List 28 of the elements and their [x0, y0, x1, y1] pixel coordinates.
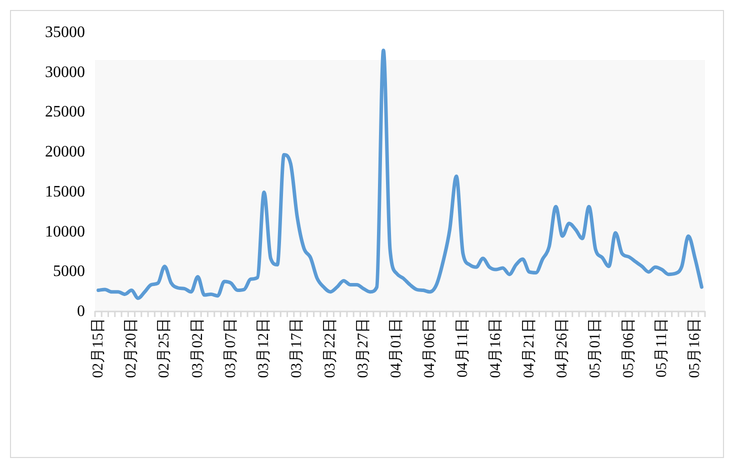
x-tick-label: 02月15日: [90, 318, 106, 378]
y-tick-label: 5000: [53, 263, 85, 280]
x-tick-label: 02月20日: [123, 318, 140, 378]
y-tick-label: 0: [77, 303, 85, 320]
x-tick-label: 04月16日: [488, 318, 504, 378]
line-series: [96, 48, 704, 300]
x-tick-label: 04月11日: [454, 318, 471, 378]
x-tick-label: 02月25日: [156, 318, 173, 378]
x-tick-label: 04月26日: [554, 318, 570, 378]
x-tick-label: 03月12日: [256, 318, 272, 378]
x-tick-label: 03月17日: [289, 318, 306, 378]
x-tick-label: 05月16日: [687, 318, 704, 378]
x-tick-label: 04月06日: [422, 318, 438, 378]
x-tick-label: 03月02日: [190, 318, 206, 378]
y-tick-label: 30000: [45, 64, 85, 81]
y-tick-label: 15000: [45, 183, 85, 200]
x-tick-label: 03月22日: [322, 318, 338, 378]
y-tick-label: 25000: [45, 104, 85, 121]
x-tick-label: 04月01日: [388, 318, 405, 378]
x-tick-label: 05月01日: [588, 318, 604, 378]
x-tick-label: 03月27日: [356, 318, 372, 378]
y-tick-label: 10000: [45, 223, 85, 240]
y-tick-label: 35000: [45, 24, 85, 41]
x-tick-label: 03月07日: [222, 318, 239, 378]
x-tick-label: 05月11日: [654, 318, 670, 378]
y-tick-label: 20000: [45, 144, 85, 161]
x-tick-label: 04月21日: [521, 318, 538, 378]
x-tick-label: 05月06日: [620, 318, 637, 378]
